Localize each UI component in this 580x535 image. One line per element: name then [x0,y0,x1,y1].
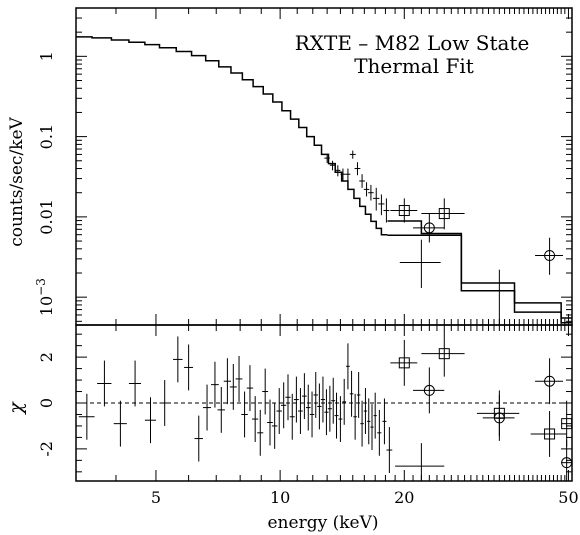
marker-square [398,205,410,217]
marker-square [561,418,573,430]
y-tick-label-top: 10−3 [34,278,56,316]
marker-square [438,208,450,220]
marker-circle [423,222,435,234]
marker-circle [561,457,573,469]
model-curve [76,36,388,236]
marker-circle [423,384,435,396]
marker-square [398,357,410,369]
y-axis-label-bottom: χ [5,401,27,416]
y-tick-label-top: 0.01 [37,199,56,235]
x-tick-label: 20 [394,488,414,507]
y-tick-label-top: 0.1 [37,124,56,149]
x-tick-label: 10 [270,488,290,507]
x-tick-label: 50 [558,488,578,507]
y-tick-label-top: 1 [37,51,56,61]
y-tick-label-bottom: 2 [37,352,56,362]
marker-circle [493,412,505,424]
labels: RXTE – M82 Low State Thermal Fit counts/… [5,31,529,533]
annotation-line-2: Thermal Fit [354,54,474,78]
y-tick-label-bottom: -2 [37,441,56,457]
annotation-line-1: RXTE – M82 Low State [295,31,530,55]
top-frame [75,7,573,326]
x-axis-label: energy (keV) [268,513,379,533]
top-panel: 1 0.1 0.01 10−3 [34,7,573,481]
x-tick-label: 5 [151,488,161,507]
y-tick-label-bottom: 0 [37,398,56,408]
marker-circle [544,250,556,262]
marker-square [544,428,556,440]
marker-square [438,348,450,360]
model-tail-upper [387,220,572,319]
marker-circle [544,375,556,387]
y-axis-label-top: counts/sec/keV [7,116,27,246]
model-tail-lower [387,234,572,324]
